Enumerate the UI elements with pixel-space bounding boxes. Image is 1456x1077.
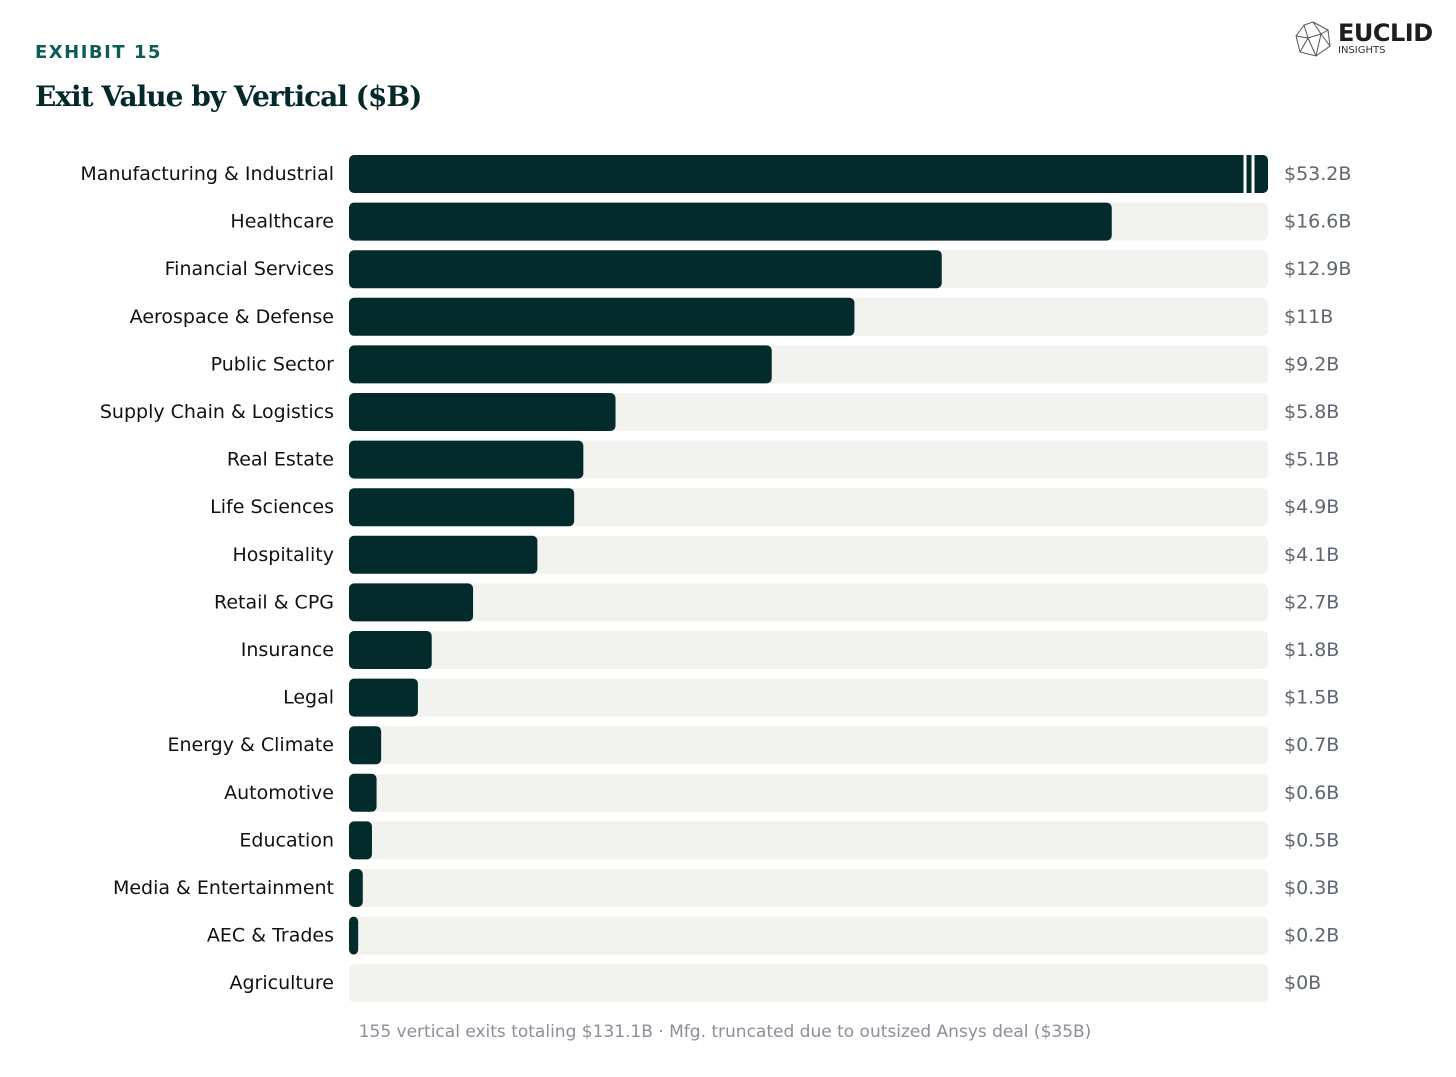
category-label: Financial Services	[165, 258, 334, 280]
euclid-logo: EUCLID INSIGHTS	[1294, 20, 1433, 58]
logo-name: EUCLID	[1338, 19, 1433, 47]
bar	[349, 488, 575, 527]
category-label: Retail & CPG	[214, 591, 334, 613]
bar-track	[349, 535, 1268, 574]
value-label: $0.6B	[1284, 782, 1339, 804]
bar	[349, 297, 855, 336]
bar	[349, 916, 359, 955]
value-label: $5.8B	[1284, 401, 1339, 423]
value-label: $4.9B	[1284, 496, 1339, 518]
bar	[349, 345, 772, 384]
category-label: Life Sciences	[210, 496, 334, 518]
category-label: Public Sector	[211, 353, 335, 375]
category-label: AEC & Trades	[207, 925, 334, 947]
value-label: $0.2B	[1284, 925, 1339, 947]
bar-track	[349, 821, 1268, 860]
category-label: Real Estate	[227, 449, 334, 471]
bar	[349, 155, 1268, 193]
category-label: Aerospace & Defense	[130, 306, 334, 328]
value-label: $2.7B	[1284, 591, 1339, 613]
value-label: $12.9B	[1284, 258, 1351, 280]
category-label: Manufacturing & Industrial	[80, 163, 334, 185]
bar-track	[349, 916, 1268, 955]
value-label: $1.8B	[1284, 639, 1339, 661]
category-label: Energy & Climate	[167, 734, 334, 756]
bar	[349, 773, 377, 812]
bar	[349, 583, 474, 622]
category-label: Agriculture	[230, 972, 335, 994]
value-label: $0B	[1284, 972, 1321, 994]
bar	[349, 678, 418, 717]
bar-chart: Manufacturing & Industrial $53.2B Healthca…	[80, 155, 1351, 1003]
value-label: $0.5B	[1284, 829, 1339, 851]
category-label: Legal	[283, 687, 334, 709]
bar	[349, 869, 363, 907]
exhibit-label: EXHIBIT 15	[35, 42, 162, 63]
bar-track	[349, 488, 1268, 527]
value-label: $16.6B	[1284, 211, 1351, 233]
value-label: $1.5B	[1284, 687, 1339, 709]
value-label: $0.3B	[1284, 877, 1339, 899]
bar-track	[349, 964, 1268, 1003]
value-label: $0.7B	[1284, 734, 1339, 756]
category-label: Media & Entertainment	[113, 877, 334, 899]
logo-sub: INSIGHTS	[1338, 45, 1386, 56]
value-label: $53.2B	[1284, 163, 1351, 185]
category-label: Education	[239, 829, 334, 851]
value-label: $5.1B	[1284, 449, 1339, 471]
category-label: Supply Chain & Logistics	[100, 401, 334, 423]
bar-track	[349, 678, 1268, 717]
category-label: Hospitality	[233, 544, 335, 566]
category-label: Automotive	[224, 782, 334, 804]
chart-footnote: 155 vertical exits totaling $131.1B · Mf…	[358, 1022, 1092, 1042]
bar	[349, 631, 432, 669]
bar-track	[349, 583, 1268, 622]
bar-track	[349, 726, 1268, 765]
value-label: $9.2B	[1284, 353, 1339, 375]
bar-track	[349, 869, 1268, 907]
bar	[349, 821, 372, 860]
bar-track	[349, 631, 1268, 669]
bar	[349, 535, 538, 574]
polyhedron-icon	[1295, 21, 1331, 57]
bar	[349, 393, 616, 431]
chart-title: Exit Value by Vertical ($B)	[35, 80, 422, 113]
category-label: Insurance	[241, 639, 334, 661]
value-label: $4.1B	[1284, 544, 1339, 566]
bar-track	[349, 773, 1268, 812]
bar	[349, 250, 942, 289]
bar	[349, 726, 382, 765]
bar	[349, 440, 584, 479]
bar	[349, 202, 1112, 241]
category-label: Healthcare	[230, 211, 334, 233]
value-label: $11B	[1284, 306, 1333, 328]
